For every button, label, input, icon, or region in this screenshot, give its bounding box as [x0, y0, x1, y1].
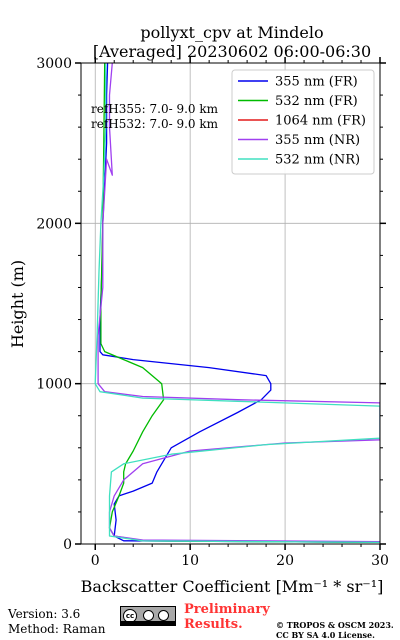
- preliminary-line2: Results.: [184, 617, 243, 632]
- cc-by-sa-icon: cc: [120, 606, 176, 626]
- y-tick-label: 0: [63, 537, 72, 553]
- legend-label: 355 nm (FR): [275, 75, 358, 90]
- axis-ticks: [75, 57, 386, 550]
- legend-label: 355 nm (NR): [275, 133, 360, 148]
- legend-frame: [231, 69, 375, 175]
- chart-title-line1: pollyxt_cpv at Mindelo: [140, 23, 323, 42]
- by-person-icon: [143, 610, 154, 621]
- legend-label: 532 nm (FR): [275, 94, 358, 109]
- x-tick-label: 0: [91, 553, 100, 569]
- x-tick-label: 10: [181, 553, 199, 569]
- method-text: Method: Raman: [8, 622, 106, 636]
- chart-title-line2: [Averaged] 20230602 06:00-06:30: [93, 42, 371, 61]
- y-tick-label: 2000: [36, 216, 72, 232]
- annotation-refh355: refH355: 7.0- 9.0 km: [91, 102, 219, 116]
- version-text: Version: 3.6: [8, 607, 81, 621]
- y-tick-label: 3000: [36, 56, 72, 72]
- backscatter-chart: 0 10 20 30 0 1000 2000 3000 pollyxt_cpv at Mind…: [8, 23, 389, 596]
- legend-label: 1064 nm (FR): [275, 114, 366, 129]
- y-tick-label: 1000: [36, 377, 72, 393]
- series-layer: [94, 63, 380, 544]
- x-tick-label: 20: [276, 553, 294, 569]
- legend-label: 532 nm (NR): [275, 153, 360, 168]
- preliminary-results-text: Preliminary Results.: [184, 602, 294, 632]
- x-tick-label: 30: [371, 553, 389, 569]
- preliminary-line1: Preliminary: [184, 602, 270, 617]
- annotation-refh532: refH532: 7.0- 9.0 km: [91, 117, 219, 131]
- y-axis-label: Height (m): [8, 260, 27, 348]
- plot-frame: [80, 62, 381, 545]
- license-bar: [121, 621, 175, 625]
- copyright-line1: © TROPOS & OSCM 2023.: [276, 620, 394, 630]
- copyright-line2: CC BY SA 4.0 License.: [276, 630, 375, 640]
- tick-labels: 0 10 20 30 0 1000 2000 3000: [36, 56, 389, 569]
- series-line: [94, 63, 380, 544]
- legend: 355 nm (FR) 532 nm (FR) 1064 nm (FR) 355 nm…: [231, 69, 375, 175]
- x-axis-label: Backscatter Coefficient [Mm⁻¹ * sr⁻¹]: [81, 577, 384, 596]
- series-line: [100, 63, 380, 544]
- copyright-text: © TROPOS & OSCM 2023. CC BY SA 4.0 Licen…: [276, 620, 394, 640]
- share-alike-icon: [158, 610, 169, 621]
